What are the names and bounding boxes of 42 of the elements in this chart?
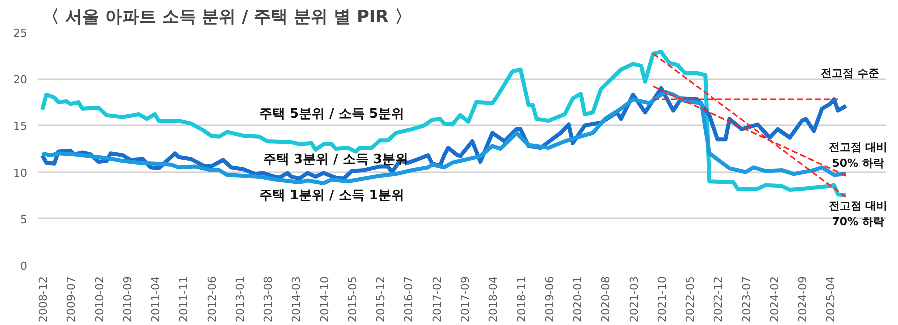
x-tick-label: 2018-04 <box>487 276 500 322</box>
x-tick-label: 2020-01 <box>572 276 585 322</box>
x-tick-label: 2017-09 <box>459 276 472 322</box>
y-tick-label: 10 <box>14 166 28 180</box>
y-tick-label: 0 <box>20 260 28 273</box>
x-tick-label: 2017-02 <box>430 276 444 322</box>
annotation: 전고점 대비 50% 하락 <box>828 141 888 170</box>
x-tick-label: 2010-02 <box>93 276 106 322</box>
x-tick-label: 2019-06 <box>543 276 556 322</box>
y-tick-label: 20 <box>14 74 28 87</box>
x-tick-label: 2012-06 <box>206 276 219 322</box>
x-tick-label: 2021-10 <box>656 276 669 322</box>
x-tick-label: 2020-08 <box>600 276 613 322</box>
x-tick-label: 2018-11 <box>515 276 528 322</box>
x-tick-label: 2015-05 <box>346 276 360 322</box>
x-tick-label: 2014-10 <box>318 276 332 322</box>
x-tick-label: 2010-09 <box>121 276 134 322</box>
series-label: 주택 5분위 / 소득 5분위 <box>259 106 404 122</box>
x-tick-label: 2022-05 <box>684 276 698 322</box>
x-tick-label: 2013-08 <box>262 276 276 322</box>
x-tick-label: 2016-07 <box>402 276 416 322</box>
x-tick-label: 2024-09 <box>796 276 810 322</box>
x-tick-label: 2011-04 <box>150 276 163 322</box>
annotation: 전고점 대비 70% 하락 <box>828 200 888 228</box>
y-tick-label: 5 <box>20 213 28 226</box>
x-tick-label: 2024-02 <box>768 276 782 322</box>
x-tick-label: 2015-12 <box>374 276 388 322</box>
x-tick-label: 2022-12 <box>712 276 726 322</box>
series-label: 주택 3분위 / 소득 3분위 <box>263 152 408 168</box>
x-tick-label: 2008-12 <box>37 276 50 322</box>
x-tick-label: 2011-11 <box>178 276 191 322</box>
series-label: 주택 1분위 / 소득 1분위 <box>259 188 404 204</box>
x-tick-label: 2013-01 <box>234 276 247 322</box>
annotation: 전고점 수준 <box>820 67 880 80</box>
x-tick-label: 2009-07 <box>65 276 78 322</box>
x-tick-label: 2023-07 <box>740 276 754 322</box>
x-tick-label: 2025-04 <box>824 276 838 322</box>
y-tick-label: 15 <box>14 120 28 134</box>
x-tick-label: 2014-03 <box>290 276 304 322</box>
y-tick-label: 25 <box>14 27 28 40</box>
x-tick-label: 2021-03 <box>628 276 641 322</box>
chart-title: 〈 서울 아파트 소득 분위 / 주택 분위 별 PIR 〉 <box>42 8 412 28</box>
